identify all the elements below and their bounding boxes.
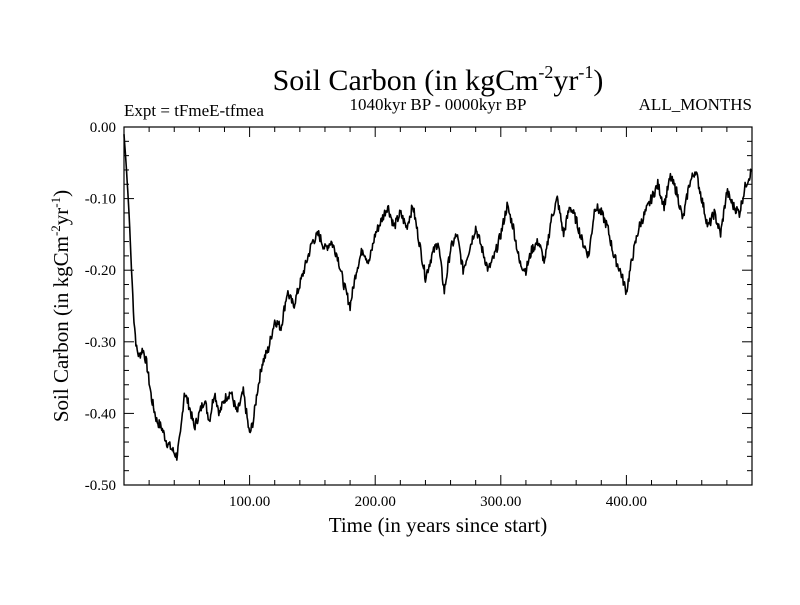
ylabel-end: ) [49, 190, 73, 197]
ylabel-mid: yr [49, 208, 73, 226]
x-tick-label: 100.00 [229, 494, 270, 510]
y-tick-label: -0.10 [85, 192, 116, 208]
ylabel-main: Soil Carbon (in kgCm [49, 236, 73, 422]
x-tick-label: 300.00 [480, 494, 521, 510]
y-tick-label: -0.20 [85, 263, 116, 279]
months-label: ALL_MONTHS [639, 95, 752, 114]
ylabel-sup1: -2 [48, 225, 63, 236]
y-tick-label: -0.40 [85, 406, 116, 422]
y-tick-label: -0.30 [85, 335, 116, 351]
y-tick-label: 0.00 [90, 120, 116, 136]
y-axis: 0.00 -0.10 -0.20 -0.30 -0.40 -0.50 [85, 120, 752, 494]
title-sup2: -1 [578, 62, 593, 82]
x-tick-label: 400.00 [606, 494, 647, 510]
time-range-label: 1040kyr BP - 0000kyr BP [350, 95, 527, 114]
x-axis: 100.00 200.00 300.00 400.00 [148, 127, 728, 510]
chart-title: Soil Carbon (in kgCm-2yr-1) [273, 62, 604, 97]
y-axis-label: Soil Carbon (in kgCm-2yr-1) [48, 190, 73, 422]
y-tick-label: -0.50 [85, 478, 116, 494]
experiment-label: Expt = tFmeE-tfmea [124, 101, 264, 120]
x-axis-label: Time (in years since start) [329, 513, 548, 537]
x-tick-label: 200.00 [355, 494, 396, 510]
plot-frame [123, 126, 753, 486]
title-end: ) [593, 64, 603, 97]
series-line-soil-carbon [123, 134, 753, 461]
title-mid: yr [553, 64, 578, 97]
ylabel-sup2: -1 [48, 197, 63, 208]
title-sup1: -2 [538, 62, 553, 82]
title-main: Soil Carbon (in kgCm [273, 64, 539, 97]
